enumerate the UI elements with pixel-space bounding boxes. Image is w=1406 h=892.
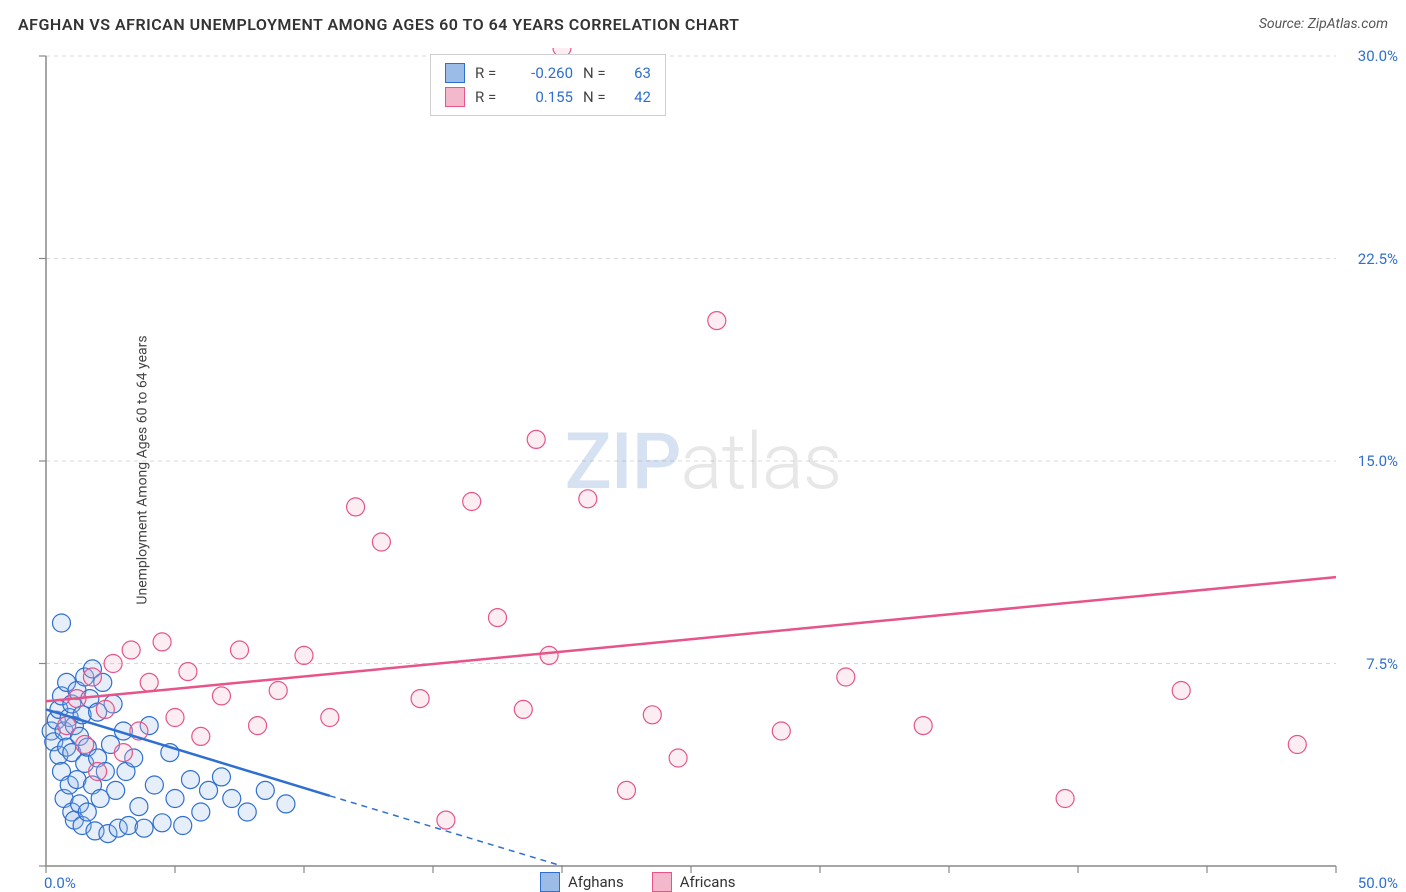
y-tick-label: 15.0% — [1358, 452, 1398, 470]
legend-swatch-africans — [445, 87, 465, 107]
series-legend: Afghans Africans — [540, 872, 735, 892]
legend-item-africans: Africans — [652, 872, 736, 892]
chart-title: AFGHAN VS AFRICAN UNEMPLOYMENT AMONG AGE… — [18, 15, 740, 34]
n-label: N = — [583, 88, 611, 106]
legend-label-afghans: Afghans — [568, 873, 624, 891]
legend-row-afghans: R = -0.260 N = 63 — [445, 61, 651, 85]
correlation-legend: R = -0.260 N = 63 R = 0.155 N = 42 — [430, 54, 666, 116]
x-axis-max-label: 50.0% — [1358, 874, 1398, 892]
chart-header: AFGHAN VS AFRICAN UNEMPLOYMENT AMONG AGE… — [0, 0, 1406, 48]
y-tick-label: 22.5% — [1358, 250, 1398, 268]
chart-area: ZIPatlas R = -0.260 N = 63 R = 0.155 N =… — [0, 48, 1406, 892]
legend-swatch-afghans — [445, 63, 465, 83]
legend-swatch-afghans — [540, 872, 560, 892]
n-value-africans: 42 — [621, 88, 651, 106]
legend-row-africans: R = 0.155 N = 42 — [445, 85, 651, 109]
n-label: N = — [583, 64, 611, 82]
y-tick-label: 7.5% — [1366, 655, 1398, 673]
r-label: R = — [475, 64, 503, 82]
legend-item-afghans: Afghans — [540, 872, 624, 892]
y-tick-label: 30.0% — [1358, 47, 1398, 65]
r-label: R = — [475, 88, 503, 106]
scatter-chart-svg — [0, 48, 1406, 892]
legend-label-africans: Africans — [680, 873, 736, 891]
y-axis-label: Unemployment Among Ages 60 to 64 years — [135, 335, 151, 604]
r-value-afghans: -0.260 — [513, 64, 573, 82]
source-attribution: Source: ZipAtlas.com — [1259, 16, 1388, 32]
n-value-afghans: 63 — [621, 64, 651, 82]
r-value-africans: 0.155 — [513, 88, 573, 106]
legend-swatch-africans — [652, 872, 672, 892]
x-axis-min-label: 0.0% — [44, 874, 76, 892]
